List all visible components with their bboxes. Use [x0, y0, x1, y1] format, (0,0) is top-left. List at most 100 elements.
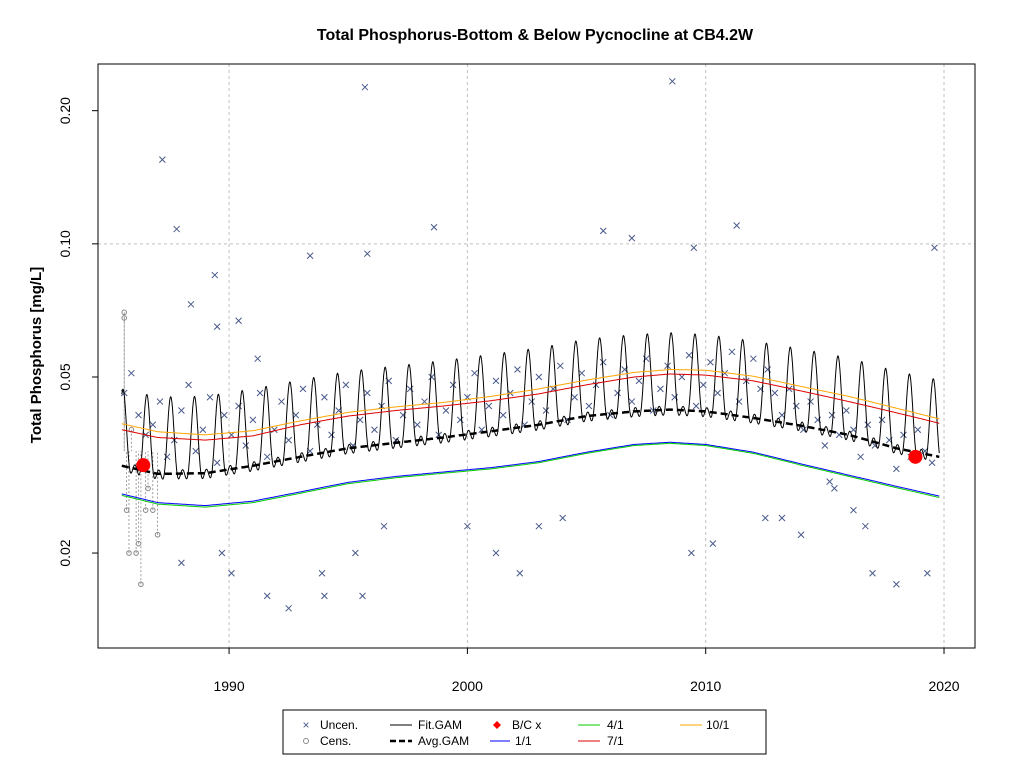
- uncensored-point: [359, 592, 366, 600]
- uncensored-point: [428, 373, 435, 381]
- legend-7-1-label: 7/1: [607, 734, 624, 748]
- bc-point: [136, 458, 151, 473]
- uncensored-point: [516, 569, 524, 577]
- uncensored-point: [628, 398, 636, 405]
- uncensored-point: [242, 442, 250, 449]
- uncensored-point: [778, 514, 786, 522]
- uncensored-point: [707, 358, 714, 366]
- series-line-10-1: [121, 369, 940, 436]
- uncensored-point: [256, 389, 264, 397]
- uncensored-point: [750, 355, 757, 363]
- uncensored-point: [263, 592, 271, 600]
- uncensored-point: [869, 569, 876, 577]
- uncensored-point: [449, 381, 457, 389]
- legend-bc-marker: [493, 721, 501, 729]
- uncensored-point: [893, 465, 900, 473]
- uncensored-point: [135, 411, 142, 419]
- uncensored-point: [923, 569, 931, 577]
- uncensored-point: [857, 453, 864, 461]
- uncensored-point: [649, 407, 657, 414]
- uncensored-point: [206, 393, 214, 401]
- uncensored-point: [363, 389, 371, 397]
- uncensored-point: [714, 389, 721, 397]
- uncensored-point: [471, 369, 478, 377]
- uncensored-point: [235, 317, 242, 325]
- uncensored-point: [771, 389, 779, 397]
- bc-point: [908, 449, 923, 464]
- uncensored-point: [228, 569, 235, 577]
- uncensored-point: [442, 407, 450, 414]
- uncensored-point: [862, 522, 869, 530]
- uncensored-point: [218, 549, 226, 557]
- x-tick-label-1990: 1990: [213, 678, 244, 694]
- legend-cens-marker: [303, 738, 309, 744]
- legend-cens-label: Cens.: [320, 734, 351, 748]
- uncensored-point: [842, 407, 850, 414]
- uncensored-point: [878, 416, 886, 424]
- uncensored-point: [199, 426, 207, 434]
- legend-10-1-label: 10/1: [706, 718, 730, 732]
- uncensored-point: [792, 402, 800, 410]
- censored-point: [121, 315, 128, 321]
- uncensored-point: [578, 369, 586, 377]
- uncensored-point: [797, 531, 805, 539]
- uncensored-point: [514, 366, 521, 373]
- grid-lines: [98, 64, 975, 648]
- uncensored-point: [249, 416, 257, 424]
- uncensored-point: [292, 411, 300, 419]
- x-tick-label-2010: 2010: [690, 678, 721, 694]
- uncensored-point: [559, 514, 567, 522]
- legend-fit-label: Fit.GAM: [418, 718, 462, 732]
- uncensored-point: [528, 398, 536, 405]
- chart-title: Total Phosphorus-Bottom & Below Pycnocli…: [317, 27, 754, 44]
- censored-point: [142, 507, 149, 513]
- uncensored-point: [828, 411, 836, 419]
- uncensored-point: [657, 385, 664, 393]
- x-tick-label-2000: 2000: [452, 678, 483, 694]
- uncensored-point: [556, 362, 564, 370]
- uncensored-point: [299, 385, 307, 393]
- uncensored-point: [128, 369, 135, 377]
- uncensored-point: [380, 522, 388, 530]
- uncensored-point: [158, 156, 166, 163]
- uncensored-point: [361, 83, 369, 91]
- data-layer: [120, 77, 940, 612]
- uncensored-point: [728, 348, 736, 356]
- uncensored-point: [192, 447, 200, 455]
- uncensored-point: [363, 250, 371, 258]
- uncensored-point: [211, 271, 219, 279]
- uncensored-point: [342, 381, 350, 389]
- uncensored-point: [599, 227, 607, 235]
- censored-point: [150, 507, 156, 513]
- uncensored-point: [535, 522, 543, 530]
- legend-uncen-marker: ×: [302, 718, 309, 732]
- uncensored-point: [542, 407, 550, 414]
- y-tick-label-0.05: 0.05: [57, 363, 73, 390]
- uncensored-point: [187, 300, 195, 308]
- uncensored-point: [356, 416, 364, 424]
- uncensored-point: [149, 421, 157, 429]
- series-line-1-1: [121, 441, 940, 507]
- legend: × Uncen. Cens. Fit.GAM Avg.GAM B/C x 1/1…: [282, 709, 767, 755]
- uncensored-point: [628, 234, 636, 242]
- uncensored-point: [678, 373, 686, 381]
- censored-point: [123, 507, 130, 513]
- legend-1-1-label: 1/1: [515, 734, 532, 748]
- censored-point: [133, 550, 139, 556]
- uncensored-point: [733, 222, 741, 229]
- y-tick-label-0.20: 0.20: [57, 97, 73, 124]
- uncensored-point: [699, 381, 707, 389]
- uncensored-point: [688, 549, 695, 557]
- uncensored-point: [928, 459, 936, 467]
- uncensored-point: [692, 402, 700, 410]
- uncensored-point: [163, 453, 171, 461]
- uncensored-point: [278, 398, 285, 405]
- uncensored-point: [318, 569, 326, 577]
- uncensored-point: [413, 421, 421, 429]
- censored-point: [138, 581, 144, 588]
- uncensored-point: [492, 549, 500, 557]
- uncensored-point: [254, 355, 262, 363]
- uncensored-point: [456, 416, 464, 424]
- uncensored-point: [328, 431, 335, 439]
